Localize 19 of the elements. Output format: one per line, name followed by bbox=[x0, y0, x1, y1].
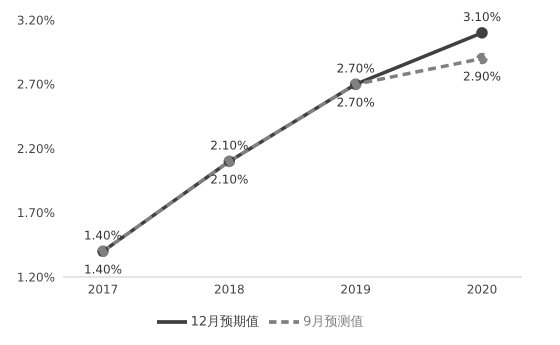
x-tick-label: 2018 bbox=[214, 282, 245, 297]
data-label: 2.10% bbox=[210, 138, 248, 152]
data-label: 1.40% bbox=[84, 228, 122, 242]
data-label: 2.70% bbox=[336, 61, 375, 76]
x-tick-label: 2019 bbox=[340, 282, 371, 297]
y-tick-label: 2.20% bbox=[16, 142, 55, 156]
data-label: 3.10% bbox=[462, 10, 502, 24]
data-label: 1.40% bbox=[84, 262, 122, 276]
x-tick-label: 2017 bbox=[88, 282, 118, 297]
data-label: 2.10% bbox=[210, 172, 248, 186]
y-tick-label: 3.20% bbox=[16, 13, 55, 28]
legend-label: 12月预期值 bbox=[190, 314, 260, 330]
y-tick-label: 1.20% bbox=[16, 270, 55, 284]
data-label: 2.90% bbox=[462, 70, 502, 84]
y-tick-label: 1.70% bbox=[16, 206, 55, 220]
x-tick-label: 2020 bbox=[466, 282, 498, 297]
y-tick-label: 2.70% bbox=[16, 78, 55, 92]
data-label: 2.70% bbox=[336, 95, 375, 110]
legend-label: 9月预测值 bbox=[303, 314, 364, 330]
